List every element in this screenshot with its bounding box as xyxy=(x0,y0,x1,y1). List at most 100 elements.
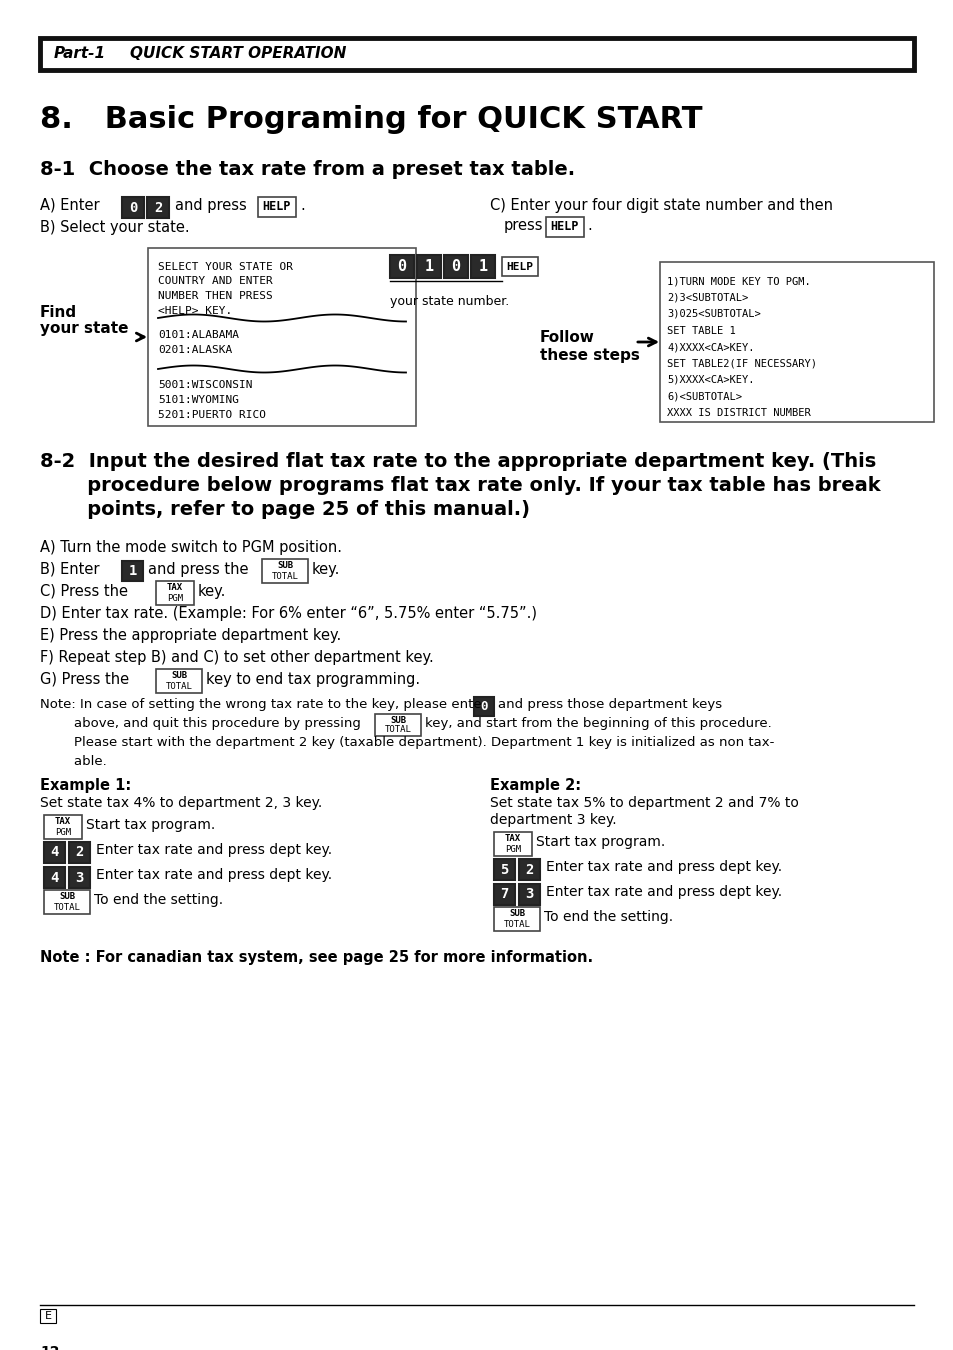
Bar xyxy=(390,255,414,278)
Text: 3: 3 xyxy=(525,887,533,902)
Text: SET TABLE2(IF NECESSARY): SET TABLE2(IF NECESSARY) xyxy=(666,359,816,369)
Text: SELECT YOUR STATE OR: SELECT YOUR STATE OR xyxy=(158,262,293,271)
Bar xyxy=(122,562,143,580)
Text: PGM: PGM xyxy=(504,845,520,853)
Text: SUB: SUB xyxy=(390,716,406,725)
Bar xyxy=(44,842,65,863)
Text: TOTAL: TOTAL xyxy=(166,682,193,691)
Text: key, and start from the beginning of this procedure.: key, and start from the beginning of thi… xyxy=(424,717,771,730)
Bar xyxy=(156,580,193,605)
Text: PGM: PGM xyxy=(55,828,71,837)
Text: 2: 2 xyxy=(153,201,162,215)
Text: NUMBER THEN PRESS: NUMBER THEN PRESS xyxy=(158,292,273,301)
Text: B) Select your state.: B) Select your state. xyxy=(40,220,190,235)
Text: D) Enter tax rate. (Example: For 6% enter “6”, 5.75% enter “5.75”.): D) Enter tax rate. (Example: For 6% ente… xyxy=(40,606,537,621)
Text: SUB: SUB xyxy=(59,892,75,902)
Bar xyxy=(471,255,495,278)
Text: TAX: TAX xyxy=(504,834,520,844)
Text: 0201:ALASKA: 0201:ALASKA xyxy=(158,346,232,355)
Text: 5: 5 xyxy=(499,863,508,876)
Bar xyxy=(375,714,420,736)
Bar xyxy=(122,197,144,217)
Text: .: . xyxy=(586,217,591,234)
Text: HELP: HELP xyxy=(550,220,578,234)
Text: Example 1:: Example 1: xyxy=(40,778,132,792)
Bar xyxy=(156,670,202,693)
Text: key.: key. xyxy=(198,585,226,599)
Text: Follow: Follow xyxy=(539,329,595,346)
Text: QUICK START OPERATION: QUICK START OPERATION xyxy=(130,46,346,62)
Text: Note: In case of setting the wrong tax rate to the key, please enter: Note: In case of setting the wrong tax r… xyxy=(40,698,487,711)
Text: TOTAL: TOTAL xyxy=(384,725,411,734)
Bar xyxy=(44,890,90,914)
Text: B) Enter: B) Enter xyxy=(40,562,99,576)
Text: able.: able. xyxy=(40,755,107,768)
Text: 1: 1 xyxy=(128,564,136,578)
Text: To end the setting.: To end the setting. xyxy=(94,892,223,907)
Bar xyxy=(40,1310,56,1323)
Text: 12: 12 xyxy=(40,1345,59,1350)
Text: Start tax program.: Start tax program. xyxy=(536,836,664,849)
Bar xyxy=(494,907,539,931)
Text: TOTAL: TOTAL xyxy=(272,572,298,580)
Text: procedure below programs flat tax rate only. If your tax table has break: procedure below programs flat tax rate o… xyxy=(40,477,880,495)
Bar xyxy=(416,255,440,278)
Bar xyxy=(257,197,295,217)
Text: Find: Find xyxy=(40,305,77,320)
Text: 1: 1 xyxy=(478,259,487,274)
Text: 0101:ALABAMA: 0101:ALABAMA xyxy=(158,329,239,340)
Text: 0: 0 xyxy=(397,259,406,274)
Text: Set state tax 5% to department 2 and 7% to: Set state tax 5% to department 2 and 7% … xyxy=(490,796,798,810)
Text: your state number.: your state number. xyxy=(390,296,509,308)
Text: XXXX IS DISTRICT NUMBER: XXXX IS DISTRICT NUMBER xyxy=(666,408,810,418)
Text: 2)3<SUBTOTAL>: 2)3<SUBTOTAL> xyxy=(666,293,747,302)
Text: TAX: TAX xyxy=(167,583,183,593)
Text: A) Enter: A) Enter xyxy=(40,198,99,213)
Bar xyxy=(69,842,90,863)
Text: your state: your state xyxy=(40,321,129,336)
Text: PGM: PGM xyxy=(167,594,183,603)
Bar xyxy=(494,884,515,904)
Bar xyxy=(518,884,539,904)
Text: 4: 4 xyxy=(51,845,59,860)
Text: HELP: HELP xyxy=(506,262,533,271)
Text: Example 2:: Example 2: xyxy=(490,778,580,792)
Text: 5201:PUERTO RICO: 5201:PUERTO RICO xyxy=(158,410,266,420)
Text: Enter tax rate and press dept key.: Enter tax rate and press dept key. xyxy=(96,868,332,882)
Text: Note : For canadian tax system, see page 25 for more information.: Note : For canadian tax system, see page… xyxy=(40,950,593,965)
Text: 2: 2 xyxy=(525,863,533,876)
Text: 8-1  Choose the tax rate from a preset tax table.: 8-1 Choose the tax rate from a preset ta… xyxy=(40,161,575,180)
Text: TAX: TAX xyxy=(55,817,71,826)
Text: 4)XXXX<CA>KEY.: 4)XXXX<CA>KEY. xyxy=(666,342,754,352)
Text: Enter tax rate and press dept key.: Enter tax rate and press dept key. xyxy=(545,860,781,873)
Text: C) Enter your four digit state number and then: C) Enter your four digit state number an… xyxy=(490,198,832,213)
Text: 3: 3 xyxy=(75,871,84,884)
Text: A) Turn the mode switch to PGM position.: A) Turn the mode switch to PGM position. xyxy=(40,540,341,555)
Text: 0: 0 xyxy=(479,701,487,713)
Text: SUB: SUB xyxy=(276,562,293,570)
Text: 1: 1 xyxy=(424,259,433,274)
Text: To end the setting.: To end the setting. xyxy=(543,910,673,923)
Text: 7: 7 xyxy=(499,887,508,902)
Text: E: E xyxy=(45,1311,51,1322)
Text: these steps: these steps xyxy=(539,348,639,363)
Text: <HELP> KEY.: <HELP> KEY. xyxy=(158,305,232,316)
Text: TOTAL: TOTAL xyxy=(53,903,80,911)
Text: key.: key. xyxy=(312,562,340,576)
Text: 8-2  Input the desired flat tax rate to the appropriate department key. (This: 8-2 Input the desired flat tax rate to t… xyxy=(40,452,876,471)
Text: 6)<SUBTOTAL>: 6)<SUBTOTAL> xyxy=(666,392,741,401)
Bar xyxy=(494,859,515,880)
Text: Set state tax 4% to department 2, 3 key.: Set state tax 4% to department 2, 3 key. xyxy=(40,796,322,810)
Text: 8.   Basic Programing for QUICK START: 8. Basic Programing for QUICK START xyxy=(40,105,701,134)
Text: G) Press the: G) Press the xyxy=(40,672,129,687)
Text: above, and quit this procedure by pressing: above, and quit this procedure by pressi… xyxy=(40,717,360,730)
Text: Please start with the department 2 key (taxable department). Department 1 key is: Please start with the department 2 key (… xyxy=(40,736,774,749)
Text: department 3 key.: department 3 key. xyxy=(490,813,616,828)
Text: 0: 0 xyxy=(129,201,137,215)
Text: and press: and press xyxy=(174,198,247,213)
Text: TOTAL: TOTAL xyxy=(503,919,530,929)
Bar xyxy=(501,256,537,275)
Text: 1)TURN MODE KEY TO PGM.: 1)TURN MODE KEY TO PGM. xyxy=(666,275,810,286)
Text: Enter tax rate and press dept key.: Enter tax rate and press dept key. xyxy=(96,842,332,857)
Text: .: . xyxy=(299,198,304,213)
